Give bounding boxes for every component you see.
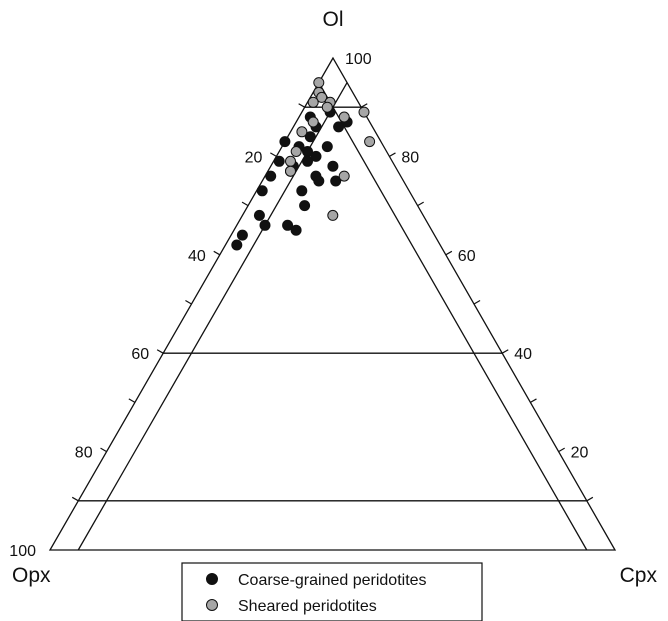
point-sheared-10 xyxy=(364,136,376,148)
point-sheared-8 xyxy=(307,116,319,128)
tick-label-right-40: 40 xyxy=(514,346,532,363)
point-sheared-9 xyxy=(296,126,308,138)
tick-right-50 xyxy=(473,299,481,305)
point-coarse-17 xyxy=(330,175,342,187)
tick-left-90 xyxy=(71,496,79,502)
apex-label-right: Cpx xyxy=(620,564,658,587)
point-coarse-21 xyxy=(253,209,265,221)
legend-marker-sheared xyxy=(206,599,218,611)
point-coarse-8 xyxy=(321,141,333,153)
legend: Coarse-grained peridotites Sheared perid… xyxy=(181,562,483,621)
point-coarse-24 xyxy=(290,224,302,236)
point-sheared-5 xyxy=(321,101,333,113)
tick-right-90 xyxy=(586,496,594,502)
point-coarse-9 xyxy=(310,150,322,162)
point-sheared-2 xyxy=(316,91,328,103)
tick-right-40 xyxy=(445,250,453,256)
tick-left-20 xyxy=(270,152,277,157)
apex-label-left: Opx xyxy=(12,564,51,587)
tick-left-30 xyxy=(241,201,249,207)
point-coarse-23 xyxy=(282,219,294,231)
tick-label-left-60: 60 xyxy=(131,346,149,363)
point-coarse-18 xyxy=(296,185,308,197)
tick-label-right-100: 100 xyxy=(345,51,372,68)
legend-label-coarse: Coarse-grained peridotites xyxy=(238,572,427,589)
reference-line-opx-5 xyxy=(318,82,588,551)
point-coarse-16 xyxy=(313,175,325,187)
legend-box xyxy=(181,562,483,621)
tick-label-left-20: 20 xyxy=(245,149,263,166)
point-coarse-22 xyxy=(259,219,271,231)
point-coarse-12 xyxy=(273,155,285,167)
point-sheared-13 xyxy=(285,165,296,177)
tick-right-30 xyxy=(417,201,424,207)
tick-right-60 xyxy=(501,349,509,354)
tick-left-60 xyxy=(156,349,164,354)
tick-left-50 xyxy=(185,299,192,305)
tick-label-right-80: 80 xyxy=(401,149,419,166)
point-sheared-0 xyxy=(313,77,325,89)
tick-right-80 xyxy=(558,447,565,453)
point-sheared-6 xyxy=(358,106,370,118)
tick-label-right-60: 60 xyxy=(458,248,476,265)
point-coarse-10 xyxy=(302,155,313,167)
apex-label-top: Ol xyxy=(323,8,344,31)
tick-right-20 xyxy=(389,152,396,157)
point-sheared-12 xyxy=(285,155,296,167)
tick-label-left-80: 80 xyxy=(75,445,93,462)
tick-label-left-100: 100 xyxy=(9,543,36,560)
tick-label-right-20: 20 xyxy=(571,445,589,462)
legend-marker-coarse xyxy=(206,573,218,585)
point-coarse-5 xyxy=(304,131,316,143)
point-coarse-19 xyxy=(256,185,268,197)
tick-right-10 xyxy=(360,103,368,108)
data-points xyxy=(231,77,376,251)
point-coarse-14 xyxy=(265,170,277,182)
point-coarse-25 xyxy=(236,229,248,241)
legend-label-sheared: Sheared peridotites xyxy=(238,598,377,615)
point-coarse-26 xyxy=(231,239,243,251)
tick-labels: 20 40 60 80 100 100 80 60 40 20 xyxy=(9,51,588,560)
point-sheared-11 xyxy=(290,146,302,157)
tick-left-40 xyxy=(213,250,221,256)
tick-label-left-40: 40 xyxy=(188,248,206,265)
point-sheared-14 xyxy=(338,170,350,182)
tick-marks xyxy=(71,103,594,502)
point-sheared-7 xyxy=(338,111,350,123)
tick-left-80 xyxy=(100,447,107,453)
point-sheared-15 xyxy=(327,209,339,221)
point-coarse-20 xyxy=(299,200,311,212)
point-sheared-3 xyxy=(307,96,319,108)
point-coarse-4 xyxy=(333,121,345,133)
outer-triangle xyxy=(48,56,617,551)
tick-left-10 xyxy=(298,103,305,108)
point-coarse-0 xyxy=(279,136,291,148)
point-coarse-28 xyxy=(327,160,339,172)
diagram-frame xyxy=(48,56,617,551)
tick-left-70 xyxy=(128,398,136,403)
tick-right-70 xyxy=(530,398,537,403)
